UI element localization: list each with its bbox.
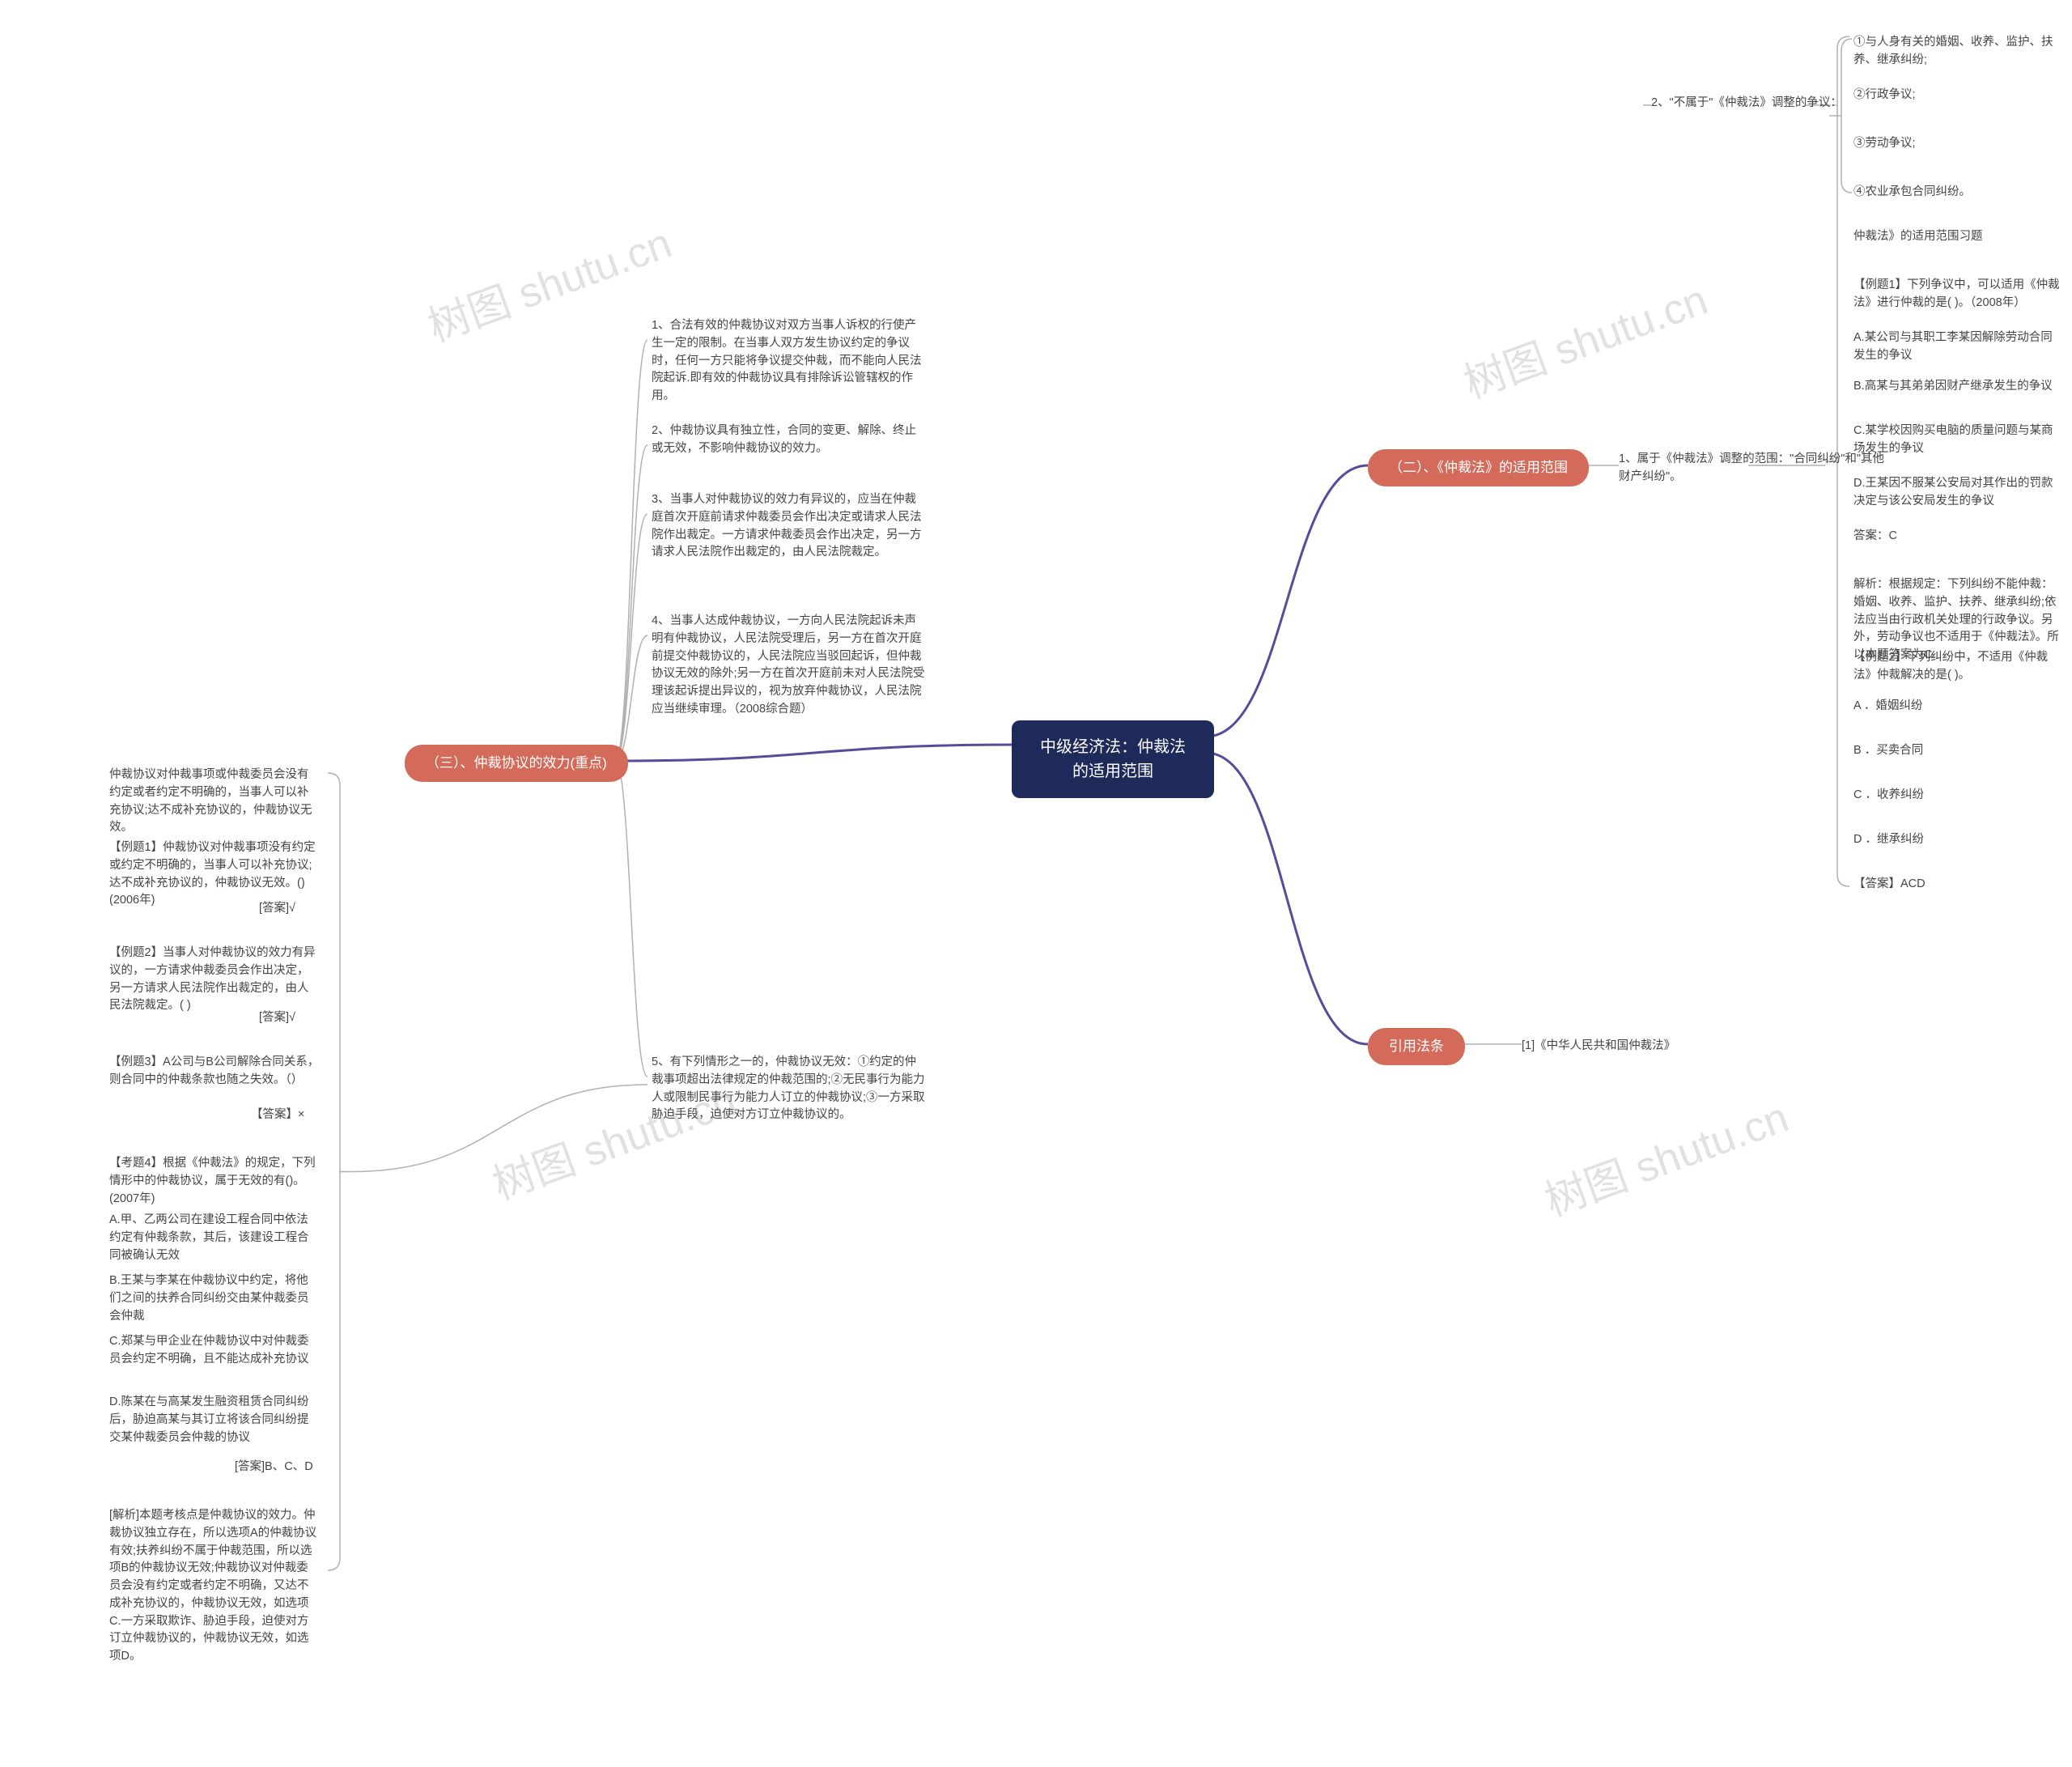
validity-top-item: 1、合法有效的仲裁协议对双方当事人诉权的行使产生一定的限制。在当事人双方发生协议… [652,316,927,407]
ex1-item: 【例题1】下列争议中，可以适用《仲裁法》进行仲裁的是( )。（2008年） [1853,275,2064,314]
validity-sub-item: A.甲、乙两公司在建设工程合同中依法约定有仲裁条款，其后，该建设工程合同被确认无… [109,1210,320,1266]
validity-sub-item: 仲裁协议对仲裁事项或仲裁委员会没有约定或者约定不明确的，当事人可以补充协议;达不… [109,765,320,839]
branch-references: 引用法条 [1368,1028,1465,1065]
reference-leaf: [1]《中华人民共和国仲裁法》 [1522,1036,1675,1057]
validity-top-item: 3、当事人对仲裁协议的效力有异议的，应当在仲裁庭首次开庭前请求仲裁委员会作出决定… [652,490,927,563]
ex2-item: C ．收养纠纷 [1853,785,1924,806]
validity-sub-item: 【例题3】A公司与B公司解除合同关系，则合同中的仲裁条款也随之失效。（） [109,1052,320,1091]
validity-sub-item: [答案]B、C、D [235,1457,313,1478]
not-belongs-item: ③劳动争议; [1853,134,1916,155]
branch-validity: （三）、仲裁协议的效力(重点) [405,745,628,782]
scope-belongs-leaf: 1、属于《仲裁法》调整的范围："合同纠纷"和"其他财产纠纷"。 [1619,449,1894,488]
exercise-title: 仲裁法》的适用范围习题 [1853,227,1983,248]
not-belongs-item: ④农业承包合同纠纷。 [1853,182,1971,203]
ex2-item: B ．买卖合同 [1853,741,1923,762]
ex1-item: A.某公司与其职工李某因解除劳动合同发生的争议 [1853,328,2064,367]
ex1-item: C.某学校因购买电脑的质量问题与某商场发生的争议 [1853,421,2064,460]
ex2-item: A ．婚姻纠纷 [1853,696,1922,717]
not-belongs-item: ①与人身有关的婚姻、收养、监护、扶养、继承纠纷; [1853,32,2064,71]
branch-scope: （二）、《仲裁法》的适用范围 [1368,449,1589,486]
validity-item-5: 5、有下列情形之一的，仲裁协议无效：①约定的仲裁事项超出法律规定的仲裁范围的;②… [652,1052,927,1126]
validity-sub-item: D.陈某在与高某发生融资租赁合同纠纷后，胁迫高某与其订立将该合同纠纷提交某仲裁委… [109,1392,320,1448]
validity-sub-item: C.郑某与甲企业在仲裁协议中对仲裁委员会约定不明确，且不能达成补充协议 [109,1332,320,1370]
validity-top-item: 2、仲裁协议具有独立性，合同的变更、解除、终止或无效，不影响仲裁协议的效力。 [652,421,927,460]
ex2-item: 【答案】ACD [1853,874,1926,895]
validity-sub-item: [解析]本题考核点是仲裁协议的效力。仲裁协议独立存在，所以选项A的仲裁协议有效;… [109,1506,320,1667]
ex2-item: 【例题2】下列纠纷中，不适用《仲裁法》仲裁解决的是( )。 [1853,648,2064,686]
ex1-item: 答案：C [1853,526,1897,547]
validity-sub-item: B.王某与李某在仲裁协议中约定，将他们之间的扶养合同纠纷交由某仲裁委员会仲裁 [109,1271,320,1327]
ex1-item: D.王某因不服某公安局对其作出的罚款决定与该公安局发生的争议 [1853,474,2064,512]
validity-sub-item: 【考题4】根据《仲裁法》的规定，下列情形中的仲裁协议，属于无效的有()。(200… [109,1153,320,1209]
root-node: 中级经济法：仲裁法的适用范围 [1012,720,1214,798]
validity-sub-item: [答案]√ [259,1008,295,1029]
validity-sub-item: 【答案】× [251,1105,304,1126]
not-belongs-item: ②行政争议; [1853,85,1916,106]
validity-top-item: 4、当事人达成仲裁协议，一方向人民法院起诉未声明有仲裁协议，人民法院受理后，另一… [652,611,927,720]
ex2-item: D ．继承纠纷 [1853,830,1924,851]
scope-not-belongs-leaf: 2、"不属于"《仲裁法》调整的争议： [1651,93,1842,114]
validity-sub-item: [答案]√ [259,898,295,920]
ex1-item: B.高某与其弟弟因财产继承发生的争议 [1853,376,2053,397]
validity-sub-item: 【例题2】当事人对仲裁协议的效力有异议的，一方请求仲裁委员会作出决定，另一方请求… [109,943,320,1017]
